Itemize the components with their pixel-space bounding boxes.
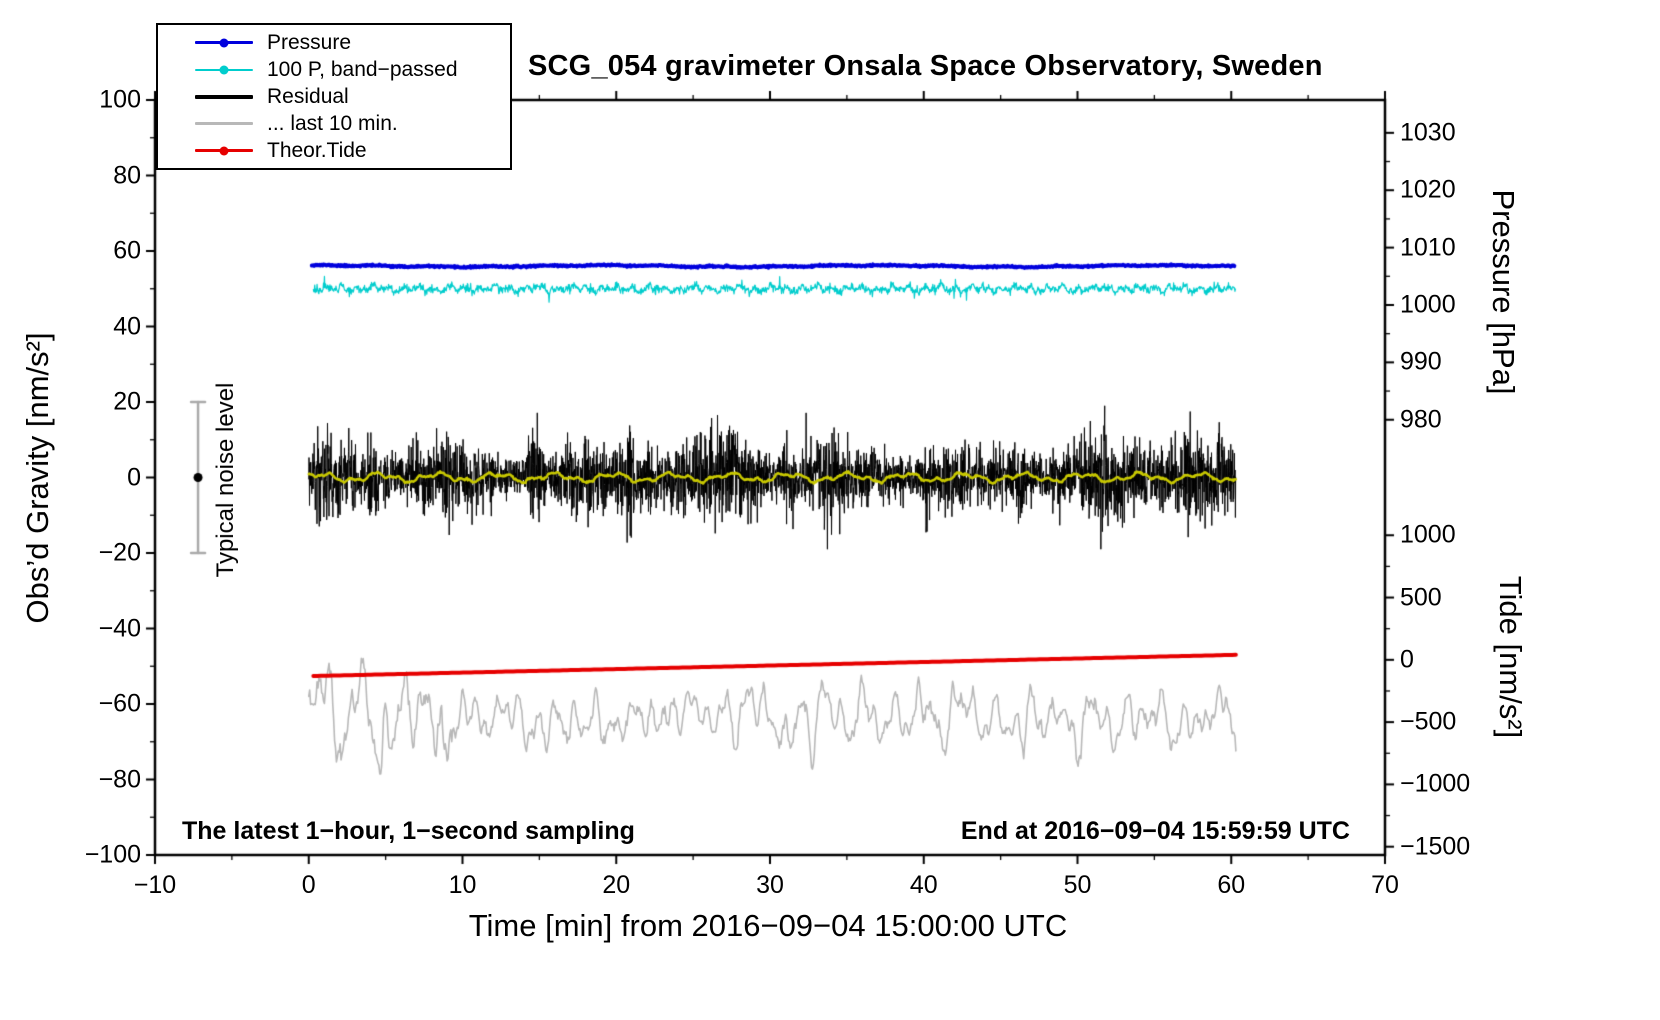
legend-marker-line <box>195 122 253 125</box>
x-tick-label: −10 <box>133 871 177 899</box>
y-axis-label-gravity: Obs’d Gravity [nm/s²] <box>20 332 55 624</box>
noise-level-label: Typical noise level <box>212 382 239 578</box>
x-tick-label: 70 <box>1371 871 1399 899</box>
legend-item-label: ... last 10 min. <box>267 111 398 135</box>
pressure-tick-label: 990 <box>1400 347 1442 376</box>
y-left-tick-label: −20 <box>98 538 141 567</box>
tide-tick-label: −1000 <box>1400 769 1471 798</box>
legend-marker-dot <box>219 38 229 47</box>
end-time-annotation: End at 2016−09−04 15:59:59 UTC <box>960 817 1350 845</box>
y-axis-label-pressure: Pressure [hPa] <box>1486 189 1521 395</box>
y-left-tick-label: 40 <box>113 312 141 340</box>
pressure-tick-label: 1030 <box>1400 118 1456 147</box>
y-left-tick-label: 60 <box>113 236 141 265</box>
x-tick-label: 0 <box>301 871 316 899</box>
pressure-tick-label: 1000 <box>1400 290 1456 319</box>
tide-tick-label: 500 <box>1400 583 1442 612</box>
legend-item-label: 100 P, band−passed <box>267 57 458 81</box>
pressure-tick-label: 980 <box>1400 405 1442 434</box>
y-left-tick-label: 0 <box>127 463 141 491</box>
x-tick-label: 60 <box>1217 871 1246 899</box>
y-left-tick-label: −100 <box>84 840 141 869</box>
y-axis-label-tide: Tide [nm/s²] <box>1493 575 1528 739</box>
legend-item-3: ... last 10 min. <box>158 110 510 137</box>
legend-marker-dot <box>219 65 229 74</box>
x-tick-label: 10 <box>448 871 477 899</box>
y-left-tick-label: 20 <box>113 387 141 416</box>
x-tick-label: 30 <box>756 871 784 899</box>
legend-item-label: Theor.Tide <box>267 138 367 162</box>
x-tick-label: 20 <box>602 871 631 899</box>
tide-tick-label: −1500 <box>1400 832 1471 861</box>
legend-marker-line <box>195 65 253 74</box>
legend: Pressure 100 P, band−passed Residual ... la… <box>156 23 512 170</box>
y-left-tick-label: 100 <box>99 85 141 114</box>
legend-marker-line <box>195 146 253 155</box>
legend-item-label: Residual <box>267 84 349 108</box>
x-tick-label: 50 <box>1063 871 1092 899</box>
y-left-tick-label: 80 <box>113 161 141 189</box>
x-tick-label: 40 <box>909 871 938 899</box>
pressure-tick-label: 1020 <box>1400 175 1456 204</box>
y-left-tick-label: −40 <box>98 614 141 642</box>
y-left-tick-label: −60 <box>98 689 141 718</box>
sampling-annotation: The latest 1−hour, 1−second sampling <box>182 817 635 845</box>
legend-item-0: Pressure <box>158 29 510 56</box>
legend-item-2: Residual <box>158 83 510 110</box>
legend-item-1: 100 P, band−passed <box>158 56 510 83</box>
pressure-tick-label: 1010 <box>1400 233 1456 262</box>
tide-tick-label: −500 <box>1400 707 1457 736</box>
legend-marker-dot <box>219 146 229 155</box>
legend-item-4: Theor.Tide <box>158 137 510 164</box>
x-axis-label: Time [min] from 2016−09−04 15:00:00 UTC <box>468 908 1068 943</box>
legend-marker-line <box>195 94 253 99</box>
y-left-tick-label: −80 <box>98 765 141 793</box>
legend-marker-line <box>195 38 253 47</box>
tide-tick-label: 1000 <box>1400 520 1456 549</box>
chart-title: SCG_054 gravimeter Onsala Space Observat… <box>528 50 1323 82</box>
tide-tick-label: 0 <box>1400 645 1414 674</box>
legend-item-label: Pressure <box>267 30 352 54</box>
